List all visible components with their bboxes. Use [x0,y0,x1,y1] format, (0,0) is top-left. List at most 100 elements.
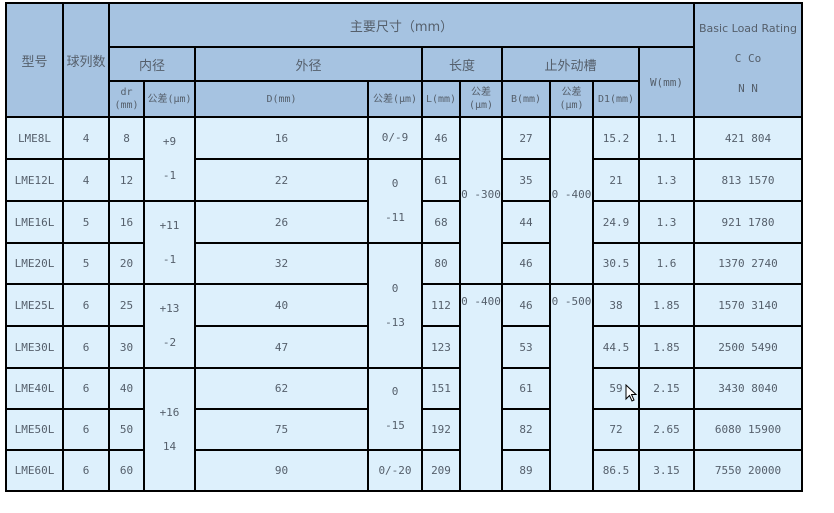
cell-d1: 24.9 [594,202,638,242]
cell-d1: 30.5 [594,244,638,283]
cell-d: 75 [196,410,367,449]
table-row: LME8L 4 8 +9 -1 16 0/-9 46 0 -300 27 0 -400 15.2 1.1… [7,118,801,283]
cell-model: LME16L [7,202,62,242]
cell-load: 2500 5490 [695,327,801,367]
cell-w: 1.6 [640,244,693,283]
header-outer-tol: 公差(μm) [369,82,421,116]
table-row: LME25L 6 25 +13 -2 40 112 0 -400 46 0 -500 38 1.85 1… [7,285,801,490]
cell-b: 89 [503,451,549,490]
cell-dr: 60 [110,451,143,490]
header-groove-tol: 公差(μm) [551,82,592,116]
outer-tol-value: 0/-9 [381,131,409,144]
outer-tol: 0/-9 [369,118,421,158]
cell-l: 151 [423,369,459,408]
outer-tol: 0/-20 [369,451,421,490]
inner-tol: +9 -1 [145,118,194,200]
header-d: D(mm) [196,82,367,116]
cell-dr: 25 [110,285,143,325]
header-inner-dia: 内径 [110,48,194,80]
header-l: L(mm) [423,82,459,116]
header-length: 长度 [423,48,501,80]
outer-tol-value: -15 [385,419,405,432]
cell-load: 1570 3140 [695,285,801,325]
cell-l: 192 [423,410,459,449]
cell-w: 1.3 [640,160,693,200]
cell-dr: 16 [110,202,143,242]
table-row: LME20L 5 20 32 0 -13 80 46 30.5 1.6 1370 2740 [7,244,801,367]
cell-w: 1.85 [640,285,693,325]
cell-b: 46 [503,244,549,283]
outer-tol: 0 -13 [369,244,421,367]
cell-w: 2.15 [640,369,693,408]
inner-tol: +13 -2 [145,285,194,367]
cell-l: 112 [423,285,459,325]
cell-w: 3.15 [640,451,693,490]
cell-model: LME8L [7,118,62,158]
cell-load: 6080 15900 [695,410,801,449]
cell-d1: 72 [594,410,638,449]
header-length-tol: 公差(μm) [461,82,501,116]
inner-tol-value: +11 [159,218,180,232]
cell-w: 2.65 [640,410,693,449]
table-row: LME12L 4 12 22 0 -11 61 35 21 1.3 813 1570 [7,160,801,242]
cell-ball-rows: 6 [64,369,108,408]
cell-d1: 59 [594,369,638,408]
length-tol: 0 -300 [461,118,501,283]
cell-d1: 21 [594,160,638,200]
cell-l: 46 [423,118,459,158]
inner-tol: +11 -1 [145,202,194,283]
cell-model: LME30L [7,327,62,367]
inner-tol-value: +16 [159,405,180,419]
header-d1: D1(mm) [594,82,638,116]
cell-b: 27 [503,118,549,158]
table-row: LME16L 5 16 +11 -1 26 68 44 24.9 1.3 921 1780 [7,202,801,283]
spec-table: 型号 球列数 主要尺寸（mm） Basic Load Rating C Co N… [5,2,803,492]
cell-d1: 86.5 [594,451,638,490]
cell-ball-rows: 5 [64,202,108,242]
cell-l: 61 [423,160,459,200]
cell-b: 46 [503,285,549,325]
cell-load: 1370 2740 [695,244,801,283]
cell-dr: 8 [110,118,143,158]
inner-tol-value: +13 [159,302,180,315]
table-row: LME30L 6 30 47 123 53 44.5 1.85 2500 5490 [7,327,801,367]
cell-load: 3430 8040 [695,369,801,408]
header-ball-rows: 球列数 [64,4,108,116]
cell-ball-rows: 6 [64,410,108,449]
inner-tol-value: +9 [162,135,177,148]
cell-d1: 44.5 [594,327,638,367]
outer-tol-value: 0 [391,177,399,190]
header-main-dims: 主要尺寸（mm） [110,4,693,46]
cell-b: 82 [503,410,549,449]
inner-tol-value: 14 [162,439,177,453]
header-outer-dia: 外径 [196,48,421,80]
groove-tol: 0 -400 [551,118,592,283]
cell-load: 421 804 [695,118,801,158]
cell-d1: 15.2 [594,118,638,158]
cell-d1: 38 [594,285,638,325]
cell-model: LME50L [7,410,62,449]
outer-tol: 0 -15 [369,369,421,449]
table-row: LME40L 6 40 +16 14 62 0 -15 151 61 59 2.15 3430 8040 [7,369,801,490]
cell-l: 209 [423,451,459,490]
outer-tol-value: -11 [385,211,405,224]
cell-l: 80 [423,244,459,283]
outer-tol-value: 0 [391,281,399,295]
header-inner-tol: 公差(μm) [145,82,194,116]
outer-tol-value: 0 [391,385,399,398]
outer-tol-value: -13 [385,315,405,329]
cell-d: 40 [196,285,367,325]
cell-w: 1.85 [640,327,693,367]
header-model: 型号 [7,4,62,116]
cell-b: 61 [503,369,549,408]
cell-load: 7550 20000 [695,451,801,490]
cell-b: 44 [503,202,549,242]
table-row: LME50L 6 50 75 192 82 72 2.65 6080 15900 [7,410,801,449]
cell-dr: 20 [110,244,143,283]
cell-model: LME20L [7,244,62,283]
mouse-cursor-icon [625,384,638,402]
cell-d: 90 [196,451,367,490]
cell-dr: 40 [110,369,143,408]
header-load-rating: Basic Load Rating C Co N N [695,4,801,116]
cell-dr: 50 [110,410,143,449]
